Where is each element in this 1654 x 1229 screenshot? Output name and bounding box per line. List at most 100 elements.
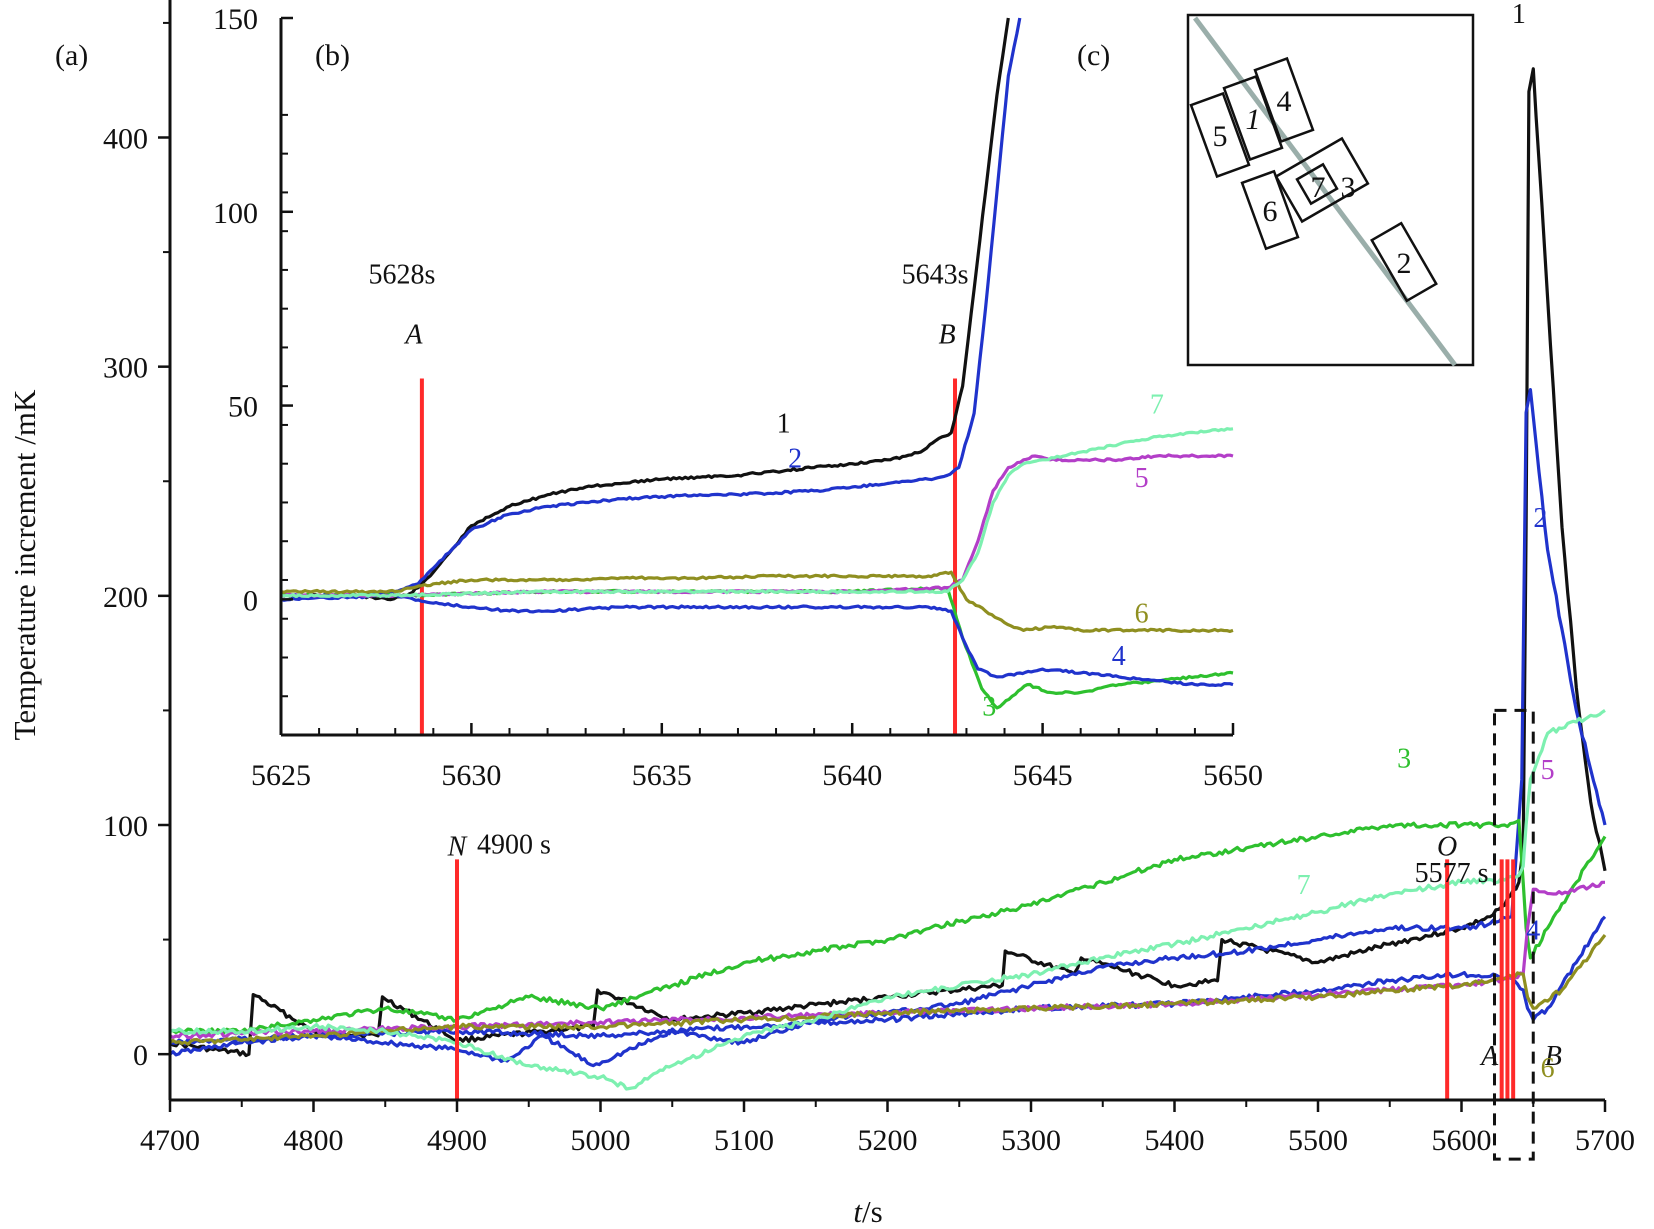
main-y-tick-label: 200: [103, 581, 148, 614]
main-x-tick-label: 4900: [427, 1124, 487, 1157]
inset-b-series-label-group: 1 2 3 4 5 6 7: [777, 389, 1164, 722]
inset-b-series-label-5: 5: [1135, 463, 1149, 494]
inset-b-x-tick-label: 5630: [441, 759, 501, 792]
main-x-tick-label: 5300: [1001, 1124, 1061, 1157]
main-x-tick-label: 5700: [1575, 1124, 1635, 1157]
main-series-line-3: [169, 818, 1607, 1036]
inset-b-x-tick-group: 5625 5630 5635 5640 5645 5650: [251, 723, 1263, 792]
main-x-tick-label: 5500: [1288, 1124, 1348, 1157]
inset-b-series-group: [280, 17, 1234, 710]
main-x-tick-label: 5100: [714, 1124, 774, 1157]
probe-6: 6: [1240, 169, 1300, 251]
inset-b-x-tick-label: 5650: [1203, 759, 1263, 792]
main-x-tick-label: 5600: [1432, 1124, 1492, 1157]
main-series-label-2: 2: [1533, 503, 1547, 534]
main-series-label-3: 3: [1397, 744, 1411, 775]
probe-5-label: 5: [1213, 120, 1228, 153]
inset-b-series-label-2: 2: [788, 444, 802, 475]
inset-c-probe-line: [1192, 16, 1458, 367]
inset-b-x-tick-label: 5645: [1013, 759, 1073, 792]
inset-b-x-tick-label: 5625: [251, 759, 311, 792]
probe-7: [1295, 162, 1339, 206]
main-series-label-7: 7: [1297, 870, 1311, 901]
inset-b-marker-group: A 5628s B 5643s: [368, 259, 968, 735]
main-series-label-group: 1 2 3 4 5 6 7: [1297, 0, 1555, 1084]
probe-4: 4: [1253, 56, 1315, 144]
inset-diagram-c: (c) 5 1 4 7 3 6 2: [1077, 13, 1475, 367]
probe-1: 1: [1222, 74, 1284, 162]
probe-6-box: [1240, 169, 1300, 251]
probe-4-label: 4: [1277, 85, 1292, 118]
main-x-tick-label: 5400: [1145, 1124, 1205, 1157]
main-x-tick-label: 5000: [571, 1124, 631, 1157]
zoom-window-end-label: B: [1545, 1041, 1562, 1072]
probe-7-label: 7: [1311, 171, 1326, 204]
main-marker-group: N 4900 s O A: [447, 829, 1516, 1100]
main-y-tick-label: 0: [133, 1039, 148, 1072]
main-series-label-1: 1: [1512, 0, 1526, 30]
probe-3: [1274, 136, 1370, 224]
main-event-marker-letter: N: [447, 831, 468, 862]
inset-b-series-line-6: [280, 570, 1234, 633]
zoom-window-rect: [1493, 708, 1535, 1161]
inset-b-x-tick-label: 5635: [632, 759, 692, 792]
inset-b-series-line-7: [280, 427, 1234, 599]
inset-b-y-tick-label: 100: [213, 197, 258, 230]
probe-4-box: [1253, 56, 1315, 144]
main-x-tick-group: 4700 4800 4900 5000 5100 5200 5300 5400 5500 5600…: [140, 1100, 1635, 1157]
probe-7-box: [1295, 162, 1339, 206]
main-y-tick-group: 0 100 200 300 400: [103, 21, 170, 1072]
inset-b-y-tick-label: 150: [213, 3, 258, 36]
probe-3-label: 3: [1341, 171, 1356, 204]
probe-1-box: [1222, 74, 1284, 162]
main-series-group: [169, 67, 1607, 1091]
x-axis-title-unit: /s: [862, 1194, 883, 1229]
main-series-line-7: [169, 709, 1606, 1091]
inset-b-event-marker-time: 5628s: [368, 259, 435, 290]
inset-b-series-label-6: 6: [1135, 599, 1149, 630]
probe-2: 2: [1370, 221, 1438, 303]
inset-b-background: [281, 18, 1233, 735]
main-event-marker-letter: O: [1437, 831, 1457, 862]
main-x-tick-label: 5200: [858, 1124, 918, 1157]
main-series-label-5: 5: [1541, 755, 1555, 786]
zoom-window: 5577 s B: [1415, 708, 1562, 1161]
main-event-marker-text: 4900 s: [477, 829, 551, 860]
inset-b-series-label-3: 3: [982, 692, 996, 723]
main-y-tick-label: 100: [103, 810, 148, 843]
main-y-axis-title: Temperature increment /mK: [7, 389, 42, 740]
inset-b-event-marker-time: 5643s: [902, 259, 969, 290]
inset-b-y-tick-label: 0: [243, 584, 258, 617]
inset-chart-b: A 5628s B 5643s 1 2 3 4 5 6 7 5625 5630 5635 5640 564…: [213, 3, 1263, 792]
inset-b-y-tick-label: 50: [228, 391, 258, 424]
x-axis-title-symbol: t: [853, 1194, 863, 1229]
main-series-line-4: [169, 915, 1607, 1046]
main-panel-label: (a): [55, 39, 88, 72]
inset-b-y-tick-group: 0 50 100 150: [213, 3, 293, 698]
main-x-tick-label: 4800: [284, 1124, 344, 1157]
inset-b-panel-label: (b): [315, 39, 350, 72]
zoom-window-start-label: 5577 s: [1415, 858, 1489, 889]
main-series-label-6: 6: [1541, 1053, 1555, 1084]
inset-b-series-line-4: [280, 593, 1234, 687]
main-series-line-6: [169, 934, 1607, 1046]
main-series-label-4: 4: [1526, 916, 1540, 947]
main-event-marker-letter: A: [1479, 1041, 1499, 1072]
main-x-axis-title: t/s: [853, 1194, 882, 1229]
probe-5: 5: [1189, 91, 1251, 179]
main-y-tick-label: 300: [103, 352, 148, 385]
probe-2-box: [1370, 221, 1438, 303]
inset-b-x-tick-label: 5640: [822, 759, 882, 792]
main-y-tick-label: 400: [103, 123, 148, 156]
inset-b-event-marker-letter: A: [403, 319, 423, 350]
main-x-tick-label: 4700: [140, 1124, 200, 1157]
inset-b-series-label-1: 1: [777, 409, 791, 440]
inset-b-event-marker-letter: B: [938, 319, 955, 350]
probe-2-label: 2: [1397, 247, 1412, 280]
probe-6-label: 6: [1263, 195, 1278, 228]
probe-1-label: 1: [1246, 103, 1261, 136]
inset-b-series-label-4: 4: [1112, 641, 1126, 672]
inset-c-panel-label: (c): [1077, 39, 1110, 72]
